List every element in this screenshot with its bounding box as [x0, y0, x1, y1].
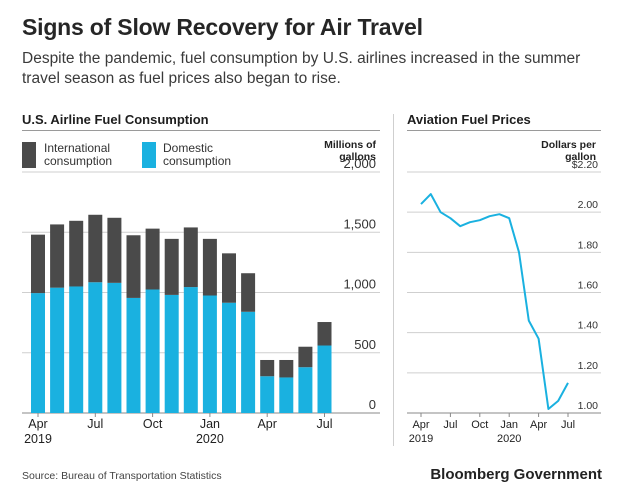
bar-domestic: [279, 377, 294, 413]
bar-y-tick-label: 500: [354, 337, 376, 352]
price-line: [420, 193, 569, 410]
bar-y-tick-label: 0: [369, 397, 376, 412]
bar-domestic: [69, 286, 84, 413]
bar-domestic: [145, 289, 160, 413]
bar-domestic: [50, 287, 65, 413]
legend-swatch-domestic: [142, 142, 156, 168]
bar-international: [317, 322, 332, 346]
panel-separator: [393, 114, 394, 446]
bar-domestic: [126, 297, 141, 413]
bar-y-tick-label: 1,000: [343, 277, 376, 292]
legend-swatch-international: [22, 142, 36, 168]
bar-domestic: [88, 282, 103, 413]
bar-international: [69, 220, 84, 287]
bar-international: [107, 217, 122, 283]
bar-domestic: [31, 293, 45, 413]
right-panel-title: Aviation Fuel Prices: [407, 112, 531, 127]
line-y-tick-label: 1.20: [578, 360, 599, 372]
chart-title: Signs of Slow Recovery for Air Travel: [22, 14, 423, 40]
left-panel-title: U.S. Airline Fuel Consumption: [22, 112, 209, 127]
line-y-tick-label: 1.00: [578, 400, 599, 412]
bar-international: [298, 346, 313, 368]
left-unit-label: Millions of gallons: [324, 139, 376, 163]
bar-x-tick-label: Apr: [257, 417, 276, 431]
bar-domestic: [298, 367, 313, 413]
right-panel-rule: [407, 130, 601, 131]
legend-label-international: International consumption: [44, 141, 113, 168]
bar-domestic: [202, 295, 217, 413]
bar-international: [50, 224, 65, 288]
line-x-tick-label: Jul: [443, 419, 457, 431]
bar-international: [145, 228, 160, 290]
bar-international: [164, 238, 179, 295]
bar-x-tick-year: 2020: [196, 432, 224, 446]
bar-x-tick-label: Jul: [87, 417, 103, 431]
bar-y-tick-label: 1,500: [343, 216, 376, 231]
left-panel-rule: [22, 130, 380, 131]
bar-international: [88, 214, 103, 283]
line-x-tick-label: Apr: [412, 419, 429, 431]
bar-domestic: [164, 294, 179, 413]
legend-label-domestic: Domestic consumption: [163, 141, 232, 168]
line-y-tick-label: $2.20: [572, 159, 598, 171]
source-note: Source: Bureau of Transportation Statist…: [22, 470, 222, 482]
line-x-tick-label: Jan: [500, 419, 518, 431]
line-y-tick-label: 1.40: [578, 320, 599, 332]
bar-domestic: [260, 376, 275, 413]
bar-x-tick-label: Oct: [143, 417, 163, 431]
bar-x-tick-label: Apr: [28, 417, 47, 431]
line-x-tick-label: Jul: [561, 419, 575, 431]
bar-domestic: [107, 282, 122, 413]
line-x-tick-year: 2020: [497, 433, 521, 445]
bar-domestic: [183, 287, 198, 413]
bar-domestic: [222, 302, 236, 413]
right-unit-label: Dollars per gallon: [541, 139, 596, 163]
bar-domestic: [241, 311, 256, 413]
bar-international: [202, 238, 217, 296]
bar-x-tick-label: Jan: [200, 417, 220, 431]
bar-international: [126, 235, 141, 298]
line-y-tick-label: 1.80: [578, 239, 599, 251]
line-x-tick-year: 2019: [409, 433, 433, 445]
chart-subtitle: Despite the pandemic, fuel consumption b…: [22, 50, 581, 87]
bar-international: [279, 359, 294, 378]
bar-international: [222, 253, 236, 303]
bar-international: [260, 359, 275, 377]
line-y-tick-label: 1.60: [578, 280, 599, 292]
bar-international: [241, 273, 256, 312]
bar-x-tick-year: 2019: [24, 432, 52, 446]
bar-x-tick-label: Jul: [317, 417, 333, 431]
line-x-tick-label: Oct: [471, 419, 488, 431]
line-x-tick-label: Apr: [530, 419, 547, 431]
bar-domestic: [317, 345, 332, 413]
bar-y-tick-label: 2,000: [343, 156, 376, 171]
brand-logo: Bloomberg Government: [430, 466, 602, 483]
bar-international: [31, 234, 45, 294]
line-y-tick-label: 2.00: [578, 199, 599, 211]
bar-international: [183, 227, 198, 288]
